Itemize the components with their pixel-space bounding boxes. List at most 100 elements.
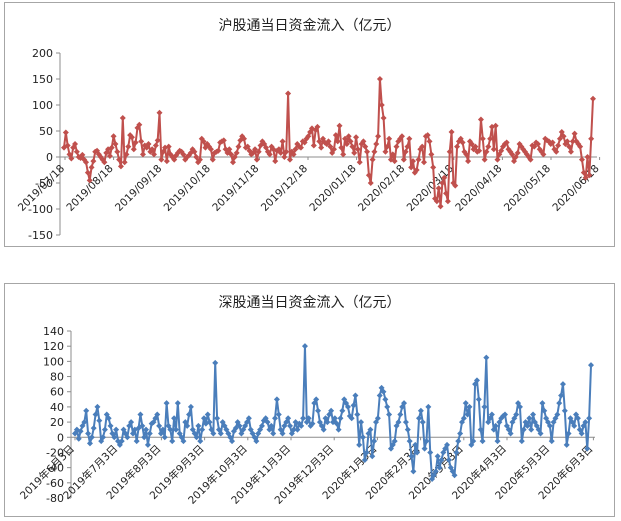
data-point [398,133,405,140]
data-point [287,422,293,429]
y-tick-label: -100 [28,203,53,216]
data-point [257,142,264,149]
data-point [277,149,284,156]
data-point [503,139,510,146]
data-point [328,407,335,414]
x-tick-label: 2019/10/18 [162,163,213,214]
data-point [507,430,514,437]
data-point [514,149,521,156]
data-point [83,407,90,414]
data-point [225,430,232,437]
y-tick-label: 80 [50,371,64,384]
data-point [79,151,86,158]
data-point [419,143,426,150]
series-markers [61,76,596,210]
data-point [382,396,389,403]
data-point [446,148,453,155]
data-point [101,159,108,166]
data-point [226,146,233,153]
data-point [479,438,486,445]
data-point [262,415,269,422]
data-point [502,411,508,418]
data-point [266,151,273,158]
data-point [463,151,470,158]
data-point [94,403,101,410]
data-point [163,400,170,407]
data-point [146,430,153,437]
data-point [343,141,350,147]
data-point [156,109,163,116]
data-point [161,434,168,441]
data-point [371,148,378,155]
data-point [425,403,432,410]
data-point [378,384,385,391]
data-point [105,415,112,422]
data-point [417,407,424,414]
data-point [336,122,343,129]
data-point [586,172,593,179]
data-point [560,133,567,140]
data-point [252,146,259,153]
data-point [290,426,297,433]
data-point [204,411,211,418]
data-point [440,449,447,456]
chart-panel-shenzhen: 深股通当日资金流入（亿元） -80 -60 -40 -20 0 20 40 60 80 100 12… [4,283,615,517]
data-point [472,143,479,150]
chart-svg-shenzhen: -80-60-40-200204060801001201402019年6月3日2… [17,325,595,507]
data-point [229,438,236,445]
data-point [457,430,464,437]
data-point [539,400,546,407]
data-point [264,419,271,426]
data-point [588,135,595,142]
data-point [384,403,391,410]
data-point [195,422,202,429]
data-point [337,415,344,422]
data-point [344,403,351,410]
data-point [566,143,573,150]
data-point [565,430,572,437]
data-point [386,411,393,418]
data-point [448,129,455,136]
data-point [553,148,560,155]
data-point [154,411,161,418]
data-point [437,203,444,210]
data-point [465,158,472,165]
data-point [86,440,93,447]
data-point [389,151,396,158]
data-point [485,143,492,150]
data-point [84,169,91,176]
data-point [375,133,382,140]
data-point [433,198,440,205]
data-point [327,143,334,150]
data-point [242,422,249,429]
data-point [350,402,357,409]
data-point [430,164,437,171]
data-point [111,434,118,441]
data-point [64,142,71,149]
y-tick-label: -20 [46,446,64,459]
data-point [380,115,387,121]
data-point [578,430,585,437]
x-tick-label: 2020/06/18 [550,163,601,214]
data-point [325,138,332,145]
data-point [88,434,95,441]
series-markers [72,343,594,483]
data-point [297,144,304,151]
y-tick-label: 0 [46,151,53,164]
x-tick-label: 2019/11/18 [210,163,261,214]
data-point [373,141,380,147]
data-point [445,457,452,464]
data-point [361,457,368,464]
data-point [292,146,299,153]
data-point [512,154,519,160]
data-point [515,400,522,407]
data-point [228,151,235,158]
data-point [232,425,239,432]
data-point [582,174,589,181]
data-point [132,139,139,146]
y-tick-label: 200 [32,47,53,60]
data-point [582,419,589,426]
data-point [191,148,198,155]
data-point [180,151,187,158]
data-point [475,396,482,403]
